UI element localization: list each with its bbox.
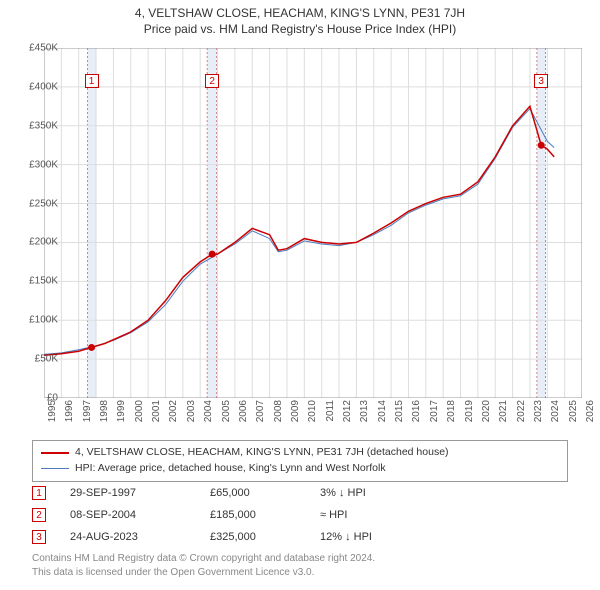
x-tick-label: 2009 xyxy=(290,400,301,430)
transaction-date: 08-SEP-2004 xyxy=(70,509,210,521)
transaction-row: 1 29-SEP-1997£65,0003% ↓ HPI xyxy=(32,482,568,504)
y-tick-label: £250K xyxy=(8,198,58,209)
footnote-line: This data is licensed under the Open Gov… xyxy=(32,566,375,580)
transaction-marker: 3 xyxy=(32,530,46,544)
x-tick-label: 2014 xyxy=(377,400,388,430)
x-tick-label: 2004 xyxy=(203,400,214,430)
transaction-price: £185,000 xyxy=(210,509,320,521)
x-tick-label: 2003 xyxy=(186,400,197,430)
x-tick-label: 1999 xyxy=(116,400,127,430)
legend-item: HPI: Average price, detached house, King… xyxy=(41,461,559,477)
y-tick-label: £300K xyxy=(8,159,58,170)
chart-marker-label: 1 xyxy=(85,74,99,88)
x-tick-label: 2024 xyxy=(550,400,561,430)
y-tick-label: £200K xyxy=(8,237,58,248)
x-tick-label: 2015 xyxy=(394,400,405,430)
x-tick-label: 2016 xyxy=(411,400,422,430)
x-tick-label: 2006 xyxy=(238,400,249,430)
x-tick-label: 2013 xyxy=(359,400,370,430)
x-tick-label: 2018 xyxy=(446,400,457,430)
chart-marker-label: 2 xyxy=(205,74,219,88)
x-tick-label: 2002 xyxy=(168,400,179,430)
y-tick-label: £100K xyxy=(8,315,58,326)
x-tick-label: 2012 xyxy=(342,400,353,430)
x-tick-label: 2019 xyxy=(464,400,475,430)
transaction-price: £65,000 xyxy=(210,487,320,499)
x-tick-label: 2025 xyxy=(568,400,579,430)
x-tick-label: 2017 xyxy=(429,400,440,430)
y-tick-label: £150K xyxy=(8,276,58,287)
x-tick-label: 2021 xyxy=(498,400,509,430)
x-tick-label: 2010 xyxy=(307,400,318,430)
transaction-marker: 1 xyxy=(32,486,46,500)
transaction-row: 3 24-AUG-2023£325,00012% ↓ HPI xyxy=(32,526,568,548)
y-tick-label: £400K xyxy=(8,81,58,92)
legend-label: HPI: Average price, detached house, King… xyxy=(75,461,386,477)
transaction-delta: ≈ HPI xyxy=(320,509,460,521)
x-tick-label: 2023 xyxy=(533,400,544,430)
legend-swatch xyxy=(41,468,69,469)
x-tick-label: 2008 xyxy=(273,400,284,430)
transaction-date: 24-AUG-2023 xyxy=(70,531,210,543)
x-tick-label: 2001 xyxy=(151,400,162,430)
legend-swatch xyxy=(41,452,69,454)
page-title: 4, VELTSHAW CLOSE, HEACHAM, KING'S LYNN,… xyxy=(0,0,600,20)
x-tick-label: 2020 xyxy=(481,400,492,430)
transaction-table: 1 29-SEP-1997£65,0003% ↓ HPI 2 08-SEP-2004£… xyxy=(32,482,568,548)
legend-item: 4, VELTSHAW CLOSE, HEACHAM, KING'S LYNN,… xyxy=(41,445,559,461)
page-subtitle: Price paid vs. HM Land Registry's House … xyxy=(0,20,600,40)
y-tick-label: £350K xyxy=(8,120,58,131)
transaction-marker: 2 xyxy=(32,508,46,522)
x-tick-label: 2000 xyxy=(134,400,145,430)
x-tick-label: 2026 xyxy=(585,400,596,430)
transaction-delta: 3% ↓ HPI xyxy=(320,487,460,499)
x-tick-label: 1997 xyxy=(82,400,93,430)
footnote: Contains HM Land Registry data © Crown c… xyxy=(32,552,375,579)
x-tick-label: 2022 xyxy=(516,400,527,430)
chart-svg xyxy=(44,48,582,398)
y-tick-label: £50K xyxy=(8,354,58,365)
legend-label: 4, VELTSHAW CLOSE, HEACHAM, KING'S LYNN,… xyxy=(75,445,449,461)
transaction-date: 29-SEP-1997 xyxy=(70,487,210,499)
transaction-price: £325,000 xyxy=(210,531,320,543)
legend: 4, VELTSHAW CLOSE, HEACHAM, KING'S LYNN,… xyxy=(32,440,568,482)
x-tick-label: 1996 xyxy=(64,400,75,430)
transaction-delta: 12% ↓ HPI xyxy=(320,531,460,543)
y-tick-label: £450K xyxy=(8,43,58,54)
chart-marker-label: 3 xyxy=(534,74,548,88)
x-tick-label: 2007 xyxy=(255,400,266,430)
x-tick-label: 1998 xyxy=(99,400,110,430)
footnote-line: Contains HM Land Registry data © Crown c… xyxy=(32,552,375,566)
x-tick-label: 2011 xyxy=(325,400,336,430)
transaction-row: 2 08-SEP-2004£185,000≈ HPI xyxy=(32,504,568,526)
chart-container: 4, VELTSHAW CLOSE, HEACHAM, KING'S LYNN,… xyxy=(0,0,600,590)
x-tick-label: 2005 xyxy=(221,400,232,430)
x-tick-label: 1995 xyxy=(47,400,58,430)
chart-plot-area xyxy=(44,48,582,398)
